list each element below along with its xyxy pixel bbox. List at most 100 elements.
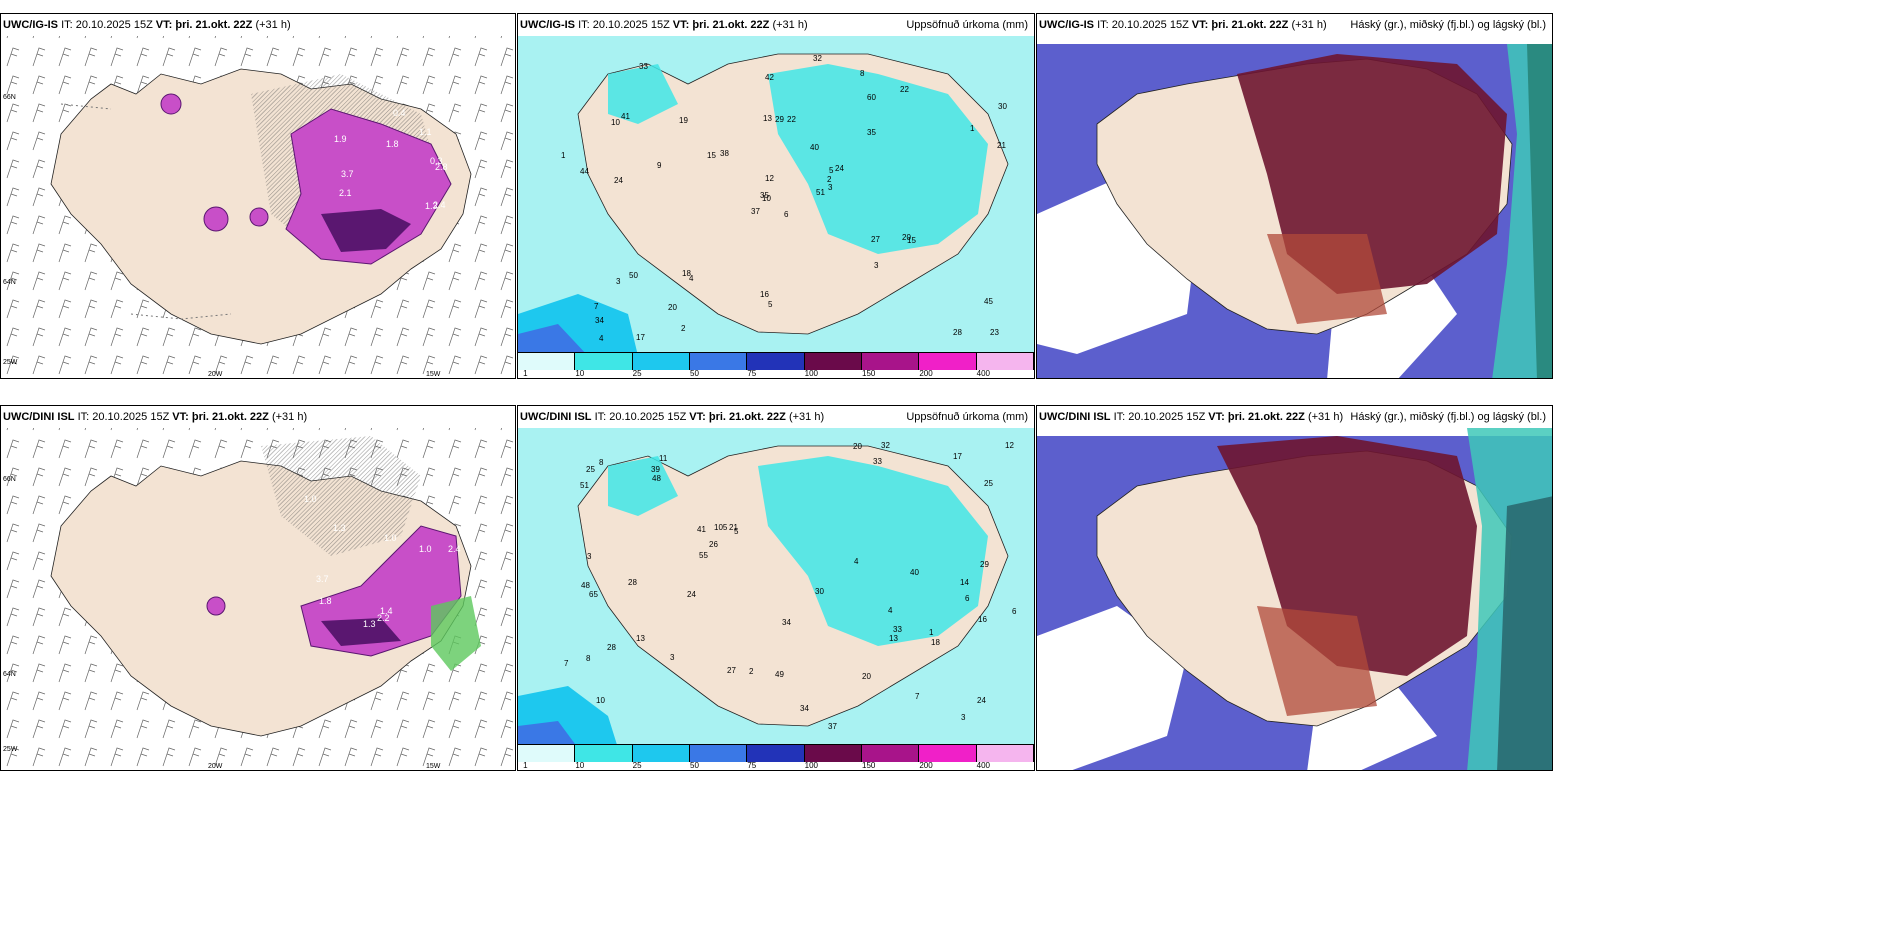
precip-value-label: 17 <box>636 333 645 342</box>
colorbar-label: 10 <box>575 761 585 770</box>
precip-value-label: 13 <box>889 634 898 643</box>
lead-time: (+31 h) <box>271 411 308 423</box>
precip-value-label: 24 <box>687 590 696 599</box>
precip-value-label: 33 <box>873 457 882 466</box>
precip-value-label: 12 <box>765 174 774 183</box>
lat-label-64: 64N <box>3 279 16 286</box>
precip-value-label: 10 <box>611 118 620 127</box>
wind-value-label: 1.0 <box>304 494 317 504</box>
dark-precip-core <box>321 209 411 252</box>
precip-value-label: 28 <box>628 578 637 587</box>
precip-value-label: 49 <box>775 670 784 679</box>
wind-map-svg: 1.9 0.3 1.8 2.8 3.7 2.4 2.1 0.4 1.3 1.1 66N 64N 2… <box>1 36 515 378</box>
precip-value-label: 1 <box>929 628 934 637</box>
precip-value-label: 20 <box>668 303 677 312</box>
wind-value-label: 0.4 <box>393 108 406 118</box>
precip-value-label: 6 <box>1012 607 1017 616</box>
dark-precip-core <box>321 618 401 646</box>
precip-value-label: 34 <box>800 704 809 713</box>
precip-value-label: 35 <box>867 128 876 137</box>
precip-area-10 <box>768 64 988 254</box>
panel-bottom-left-wind-map: UWC/DINI ISL IT: 20.10.2025 15Z VT: þri.… <box>0 405 516 771</box>
lon-label-25: 25W <box>3 359 18 366</box>
precip-value-label: 15 <box>707 151 716 160</box>
wind-value-label: 1.3 <box>363 619 376 629</box>
panel-header: UWC/DINI ISL IT: 20.10.2025 15Z VT: þri.… <box>518 406 1034 428</box>
precip-value-label: 17 <box>953 452 962 461</box>
colorbar-label: 400 <box>976 369 991 378</box>
lead-time: (+31 h) <box>1291 19 1327 31</box>
precip-value-label: 4 <box>599 334 604 343</box>
precip-value-label: 29 <box>775 115 784 124</box>
precip-value-label: 29 <box>980 560 989 569</box>
colorbar-swatch <box>804 353 862 370</box>
precip-value-label: 50 <box>629 271 638 280</box>
wind-value-label: 2.2 <box>377 613 390 623</box>
precip-value-label: 16 <box>978 615 987 624</box>
precip-value-label: 7 <box>594 302 599 311</box>
precip-value-label: 40 <box>810 143 819 152</box>
colorbar-label: 1 <box>523 761 528 770</box>
precip-value-label: 10 <box>596 696 605 705</box>
colorbar-label: 200 <box>919 761 933 770</box>
colorbar-label: 150 <box>862 761 876 770</box>
precip-value-label: 40 <box>910 568 919 577</box>
colorbar-swatch <box>575 353 633 370</box>
precip-value-label: 11 <box>659 454 668 463</box>
precip-value-label: 30 <box>998 102 1007 111</box>
valid-time: VT: þri. 21.okt. 22Z <box>689 411 786 423</box>
wind-value-label: 1.9 <box>334 134 347 144</box>
colorbar-swatch <box>976 745 1034 762</box>
precip-value-label: 24 <box>977 696 986 705</box>
colorbar-swatch <box>575 745 633 762</box>
precip-cell <box>249 207 269 227</box>
model-name: UWC/DINI ISL <box>1039 411 1111 423</box>
precip-value-label: 8 <box>599 458 604 467</box>
precip-value-label: 23 <box>990 328 999 337</box>
panel-header: UWC/IG-IS IT: 20.10.2025 15Z VT: þri. 21… <box>1037 14 1552 36</box>
precip-value-label: 33 <box>893 625 902 634</box>
precip-value-label: 18 <box>931 638 940 647</box>
precip-value-label: 51 <box>580 481 589 490</box>
colorbar-swatch <box>632 353 690 370</box>
high-cloud-thin <box>1267 234 1387 324</box>
panel-top-right-cloud-map: UWC/IG-IS IT: 20.10.2025 15Z VT: þri. 21… <box>1036 13 1553 379</box>
precip-value-label: 13 <box>636 634 645 643</box>
precip-band-50 <box>518 721 578 748</box>
colorbar-swatch <box>632 745 690 762</box>
precip-value-label: 22 <box>787 115 796 124</box>
wind-value-label: 1.3 <box>333 523 346 533</box>
green-precip-area <box>431 596 481 671</box>
wind-value-label: 1.3 <box>425 201 438 211</box>
precip-value-label: 48 <box>652 474 661 483</box>
precip-map-svg: 4610115783341375148252427293430211312175… <box>518 428 1034 748</box>
precip-value-label: 18 <box>682 269 691 278</box>
precip-value-label: 30 <box>815 587 824 596</box>
precip-value-label: 5 <box>768 300 773 309</box>
colorbar-label: 10 <box>575 369 585 378</box>
precip-value-label: 25 <box>586 465 595 474</box>
precip-value-label: 13 <box>763 114 772 123</box>
precip-value-label: 21 <box>729 523 738 532</box>
field-title: Uppsöfnuð úrkoma (mm) <box>906 411 1028 423</box>
colorbar-swatch <box>976 353 1034 370</box>
field-title: Uppsöfnuð úrkoma (mm) <box>906 19 1028 31</box>
valid-time: VT: þri. 21.okt. 22Z <box>672 19 770 31</box>
precip-band-50 <box>518 324 588 356</box>
lon-label-25: 25W <box>3 746 18 753</box>
precip-value-label: 65 <box>589 590 598 599</box>
colorbar-swatch <box>689 353 748 370</box>
precip-cell <box>203 206 229 232</box>
precip-value-label: 7 <box>564 659 569 668</box>
precip-value-label: 55 <box>699 551 708 560</box>
colorbar-label: 75 <box>747 761 757 770</box>
lon-label-20: 20W <box>208 371 223 378</box>
precip-value-label: 2 <box>827 175 832 184</box>
colorbar-label: 25 <box>632 369 642 378</box>
precip-value-label: 6 <box>965 594 970 603</box>
precip-value-label: 5 <box>829 166 834 175</box>
colorbar-label: 150 <box>862 369 876 378</box>
precip-value-label: 21 <box>997 141 1006 150</box>
precip-value-label: 7 <box>915 692 920 701</box>
wind-map-svg: 1.3 1.4 1.0 1.0 2.4 1.8 2.2 3.7 1.0 1.3 66N 64N 2… <box>1 428 515 770</box>
